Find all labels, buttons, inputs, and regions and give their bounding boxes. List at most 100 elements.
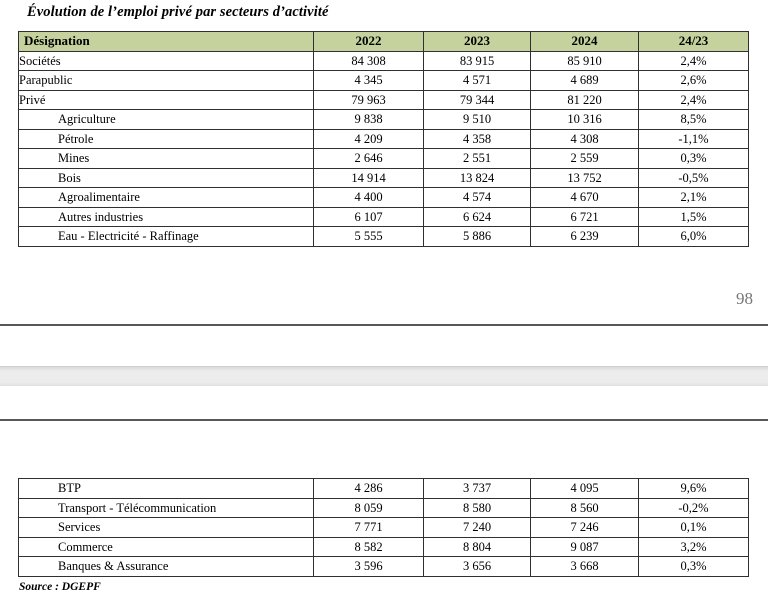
cell-designation: Agroalimentaire (18, 187, 314, 208)
cell-value: 83 915 (423, 50, 531, 71)
cell-value: 4 209 (313, 128, 424, 149)
cell-value: 2 551 (423, 148, 531, 169)
cell-value: 4 574 (423, 187, 531, 208)
table-row: Services 7 771 7 240 7 246 0,1% (18, 517, 749, 538)
cell-value: -0,2% (638, 497, 749, 518)
table-row: Privé 79 963 79 344 81 220 2,4% (18, 89, 749, 110)
table-header-row: Désignation 2022 2023 2024 24/23 (18, 31, 749, 52)
table-row: Sociétés 84 308 83 915 85 910 2,4% (18, 50, 749, 71)
cell-value: 1,5% (638, 206, 749, 227)
cell-designation: Services (18, 517, 314, 538)
header-2024: 2024 (530, 31, 639, 52)
cell-designation: Bois (18, 167, 314, 188)
table-row: BTP 4 286 3 737 4 095 9,6% (18, 478, 749, 499)
cell-value: 2,4% (638, 50, 749, 71)
cell-value: 8 580 (423, 497, 531, 518)
table-row: Pétrole 4 209 4 358 4 308 -1,1% (18, 128, 749, 149)
cell-value: 13 824 (423, 167, 531, 188)
cell-value: 6 624 (423, 206, 531, 227)
cell-value: 7 771 (313, 517, 424, 538)
cell-value: 7 246 (530, 517, 639, 538)
page1-bottom-edge (0, 324, 768, 326)
cell-value: -0,5% (638, 167, 749, 188)
cell-value: 2,6% (638, 70, 749, 91)
cell-value: 8 059 (313, 497, 424, 518)
cell-value: 5 555 (313, 226, 424, 247)
cell-value: 4 308 (530, 128, 639, 149)
employment-table-page1: Désignation 2022 2023 2024 24/23 Sociétés 84 … (18, 31, 749, 247)
cell-value: 9 087 (530, 536, 639, 557)
cell-value: 4 571 (423, 70, 531, 91)
table-body-page1: Sociétés 84 308 83 915 85 910 2,4% Parapublic… (18, 50, 749, 247)
cell-value: 3,2% (638, 536, 749, 557)
cell-value: 4 095 (530, 478, 639, 499)
cell-value: 3 596 (313, 556, 424, 577)
table-row: Agriculture 9 838 9 510 10 316 8,5% (18, 109, 749, 130)
cell-value: 0,3% (638, 556, 749, 577)
cell-value: 6 107 (313, 206, 424, 227)
cell-value: 3 656 (423, 556, 531, 577)
cell-value: 5 886 (423, 226, 531, 247)
cell-value: 79 344 (423, 89, 531, 110)
cell-value: 4 670 (530, 187, 639, 208)
header-24-23: 24/23 (638, 31, 749, 52)
cell-designation: Autres industries (18, 206, 314, 227)
table-row: Agroalimentaire 4 400 4 574 4 670 2,1% (18, 187, 749, 208)
cell-value: 13 752 (530, 167, 639, 188)
cell-value: 6 721 (530, 206, 639, 227)
page2-top-edge (0, 419, 768, 421)
table-row: Eau - Electricité - Raffinage 5 555 5 886 6… (18, 226, 749, 247)
cell-value: 4 689 (530, 70, 639, 91)
table-row: Parapublic 4 345 4 571 4 689 2,6% (18, 70, 749, 91)
cell-value: 14 914 (313, 167, 424, 188)
cell-value: 4 286 (313, 478, 424, 499)
cell-designation: Agriculture (18, 109, 314, 130)
inter-page-separator (0, 366, 768, 386)
table-row: Bois 14 914 13 824 13 752 -0,5% (18, 167, 749, 188)
cell-value: 6,0% (638, 226, 749, 247)
cell-designation: Sociétés (18, 50, 314, 71)
table-row: Transport - Télécommunication 8 059 8 580 8… (18, 497, 749, 518)
cell-designation: Commerce (18, 536, 314, 557)
cell-value: -1,1% (638, 128, 749, 149)
cell-value: 6 239 (530, 226, 639, 247)
cell-value: 8 560 (530, 497, 639, 518)
cell-designation: Privé (18, 89, 314, 110)
cell-value: 81 220 (530, 89, 639, 110)
cell-designation: Parapublic (18, 70, 314, 91)
cell-value: 4 400 (313, 187, 424, 208)
cell-designation: Banques & Assurance (18, 556, 314, 577)
page-number: 98 (736, 289, 753, 308)
header-2023: 2023 (423, 31, 531, 52)
cell-value: 2 646 (313, 148, 424, 169)
cell-value: 8 804 (423, 536, 531, 557)
table-row: Autres industries 6 107 6 624 6 721 1,5% (18, 206, 749, 227)
cell-value: 79 963 (313, 89, 424, 110)
cell-value: 8,5% (638, 109, 749, 130)
cell-value: 9,6% (638, 478, 749, 499)
cell-designation: Pétrole (18, 128, 314, 149)
table-body-page2: BTP 4 286 3 737 4 095 9,6% Transport - Téléco… (18, 478, 749, 577)
cell-value: 0,1% (638, 517, 749, 538)
table-title: Évolution de l’emploi privé par secteurs… (27, 4, 329, 20)
cell-designation: BTP (18, 478, 314, 499)
cell-value: 9 510 (423, 109, 531, 130)
header-2022: 2022 (313, 31, 424, 52)
cell-value: 4 358 (423, 128, 531, 149)
cell-value: 7 240 (423, 517, 531, 538)
cell-value: 10 316 (530, 109, 639, 130)
cell-value: 3 737 (423, 478, 531, 499)
table-row: Banques & Assurance 3 596 3 656 3 668 0,3% (18, 556, 749, 577)
cell-value: 2 559 (530, 148, 639, 169)
cell-value: 2,4% (638, 89, 749, 110)
header-row: Désignation 2022 2023 2024 24/23 (18, 31, 749, 52)
cell-designation: Eau - Electricité - Raffinage (18, 226, 314, 247)
cell-value: 2,1% (638, 187, 749, 208)
header-designation: Désignation (18, 31, 314, 52)
table-row: Mines 2 646 2 551 2 559 0,3% (18, 148, 749, 169)
cell-value: 0,3% (638, 148, 749, 169)
cell-designation: Mines (18, 148, 314, 169)
cell-value: 9 838 (313, 109, 424, 130)
cell-value: 3 668 (530, 556, 639, 577)
